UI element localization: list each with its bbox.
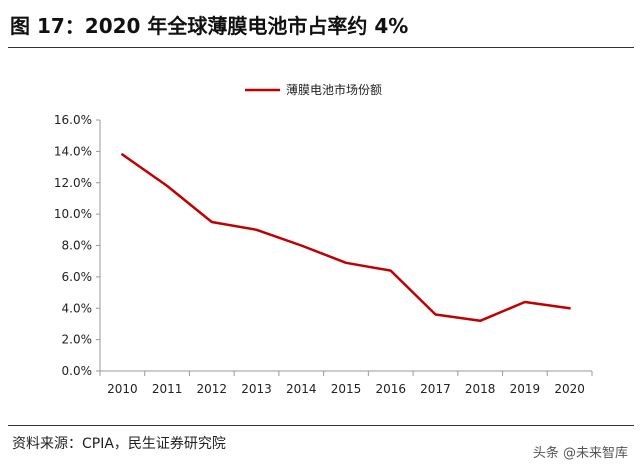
- legend-label: 薄膜电池市场份额: [286, 82, 382, 97]
- y-tick-label: 8.0%: [62, 239, 93, 253]
- title-divider: [8, 47, 634, 48]
- x-tick-label: 2017: [420, 382, 451, 396]
- x-tick-label: 2020: [554, 382, 585, 396]
- source-note: 资料来源：CPIA，民生证券研究院: [12, 436, 226, 452]
- x-tick-label: 2019: [510, 382, 541, 396]
- y-tick-label: 0.0%: [62, 364, 93, 378]
- x-tick-label: 2014: [286, 382, 317, 396]
- y-tick-label: 12.0%: [54, 176, 92, 190]
- y-tick-label: 16.0%: [54, 113, 92, 127]
- watermark-text: 头条 @未来智库: [532, 446, 628, 461]
- series-line: [121, 153, 571, 323]
- x-tick-label: 2012: [197, 382, 228, 396]
- figure-title: 图 17：2020 年全球薄膜电池市占率约 4%: [10, 14, 409, 38]
- y-tick-label: 10.0%: [54, 207, 92, 221]
- x-tick-label: 2016: [375, 382, 406, 396]
- x-tick-label: 2011: [152, 382, 183, 396]
- x-tick-label: 2013: [241, 382, 272, 396]
- x-tick-label: 2018: [465, 382, 496, 396]
- y-tick-label: 2.0%: [62, 333, 93, 347]
- y-tick-label: 4.0%: [62, 301, 93, 315]
- y-tick-label: 14.0%: [54, 144, 92, 158]
- footer-divider: [8, 425, 634, 426]
- x-tick-label: 2015: [331, 382, 362, 396]
- y-tick-label: 6.0%: [62, 270, 93, 284]
- x-tick-label: 2010: [107, 382, 138, 396]
